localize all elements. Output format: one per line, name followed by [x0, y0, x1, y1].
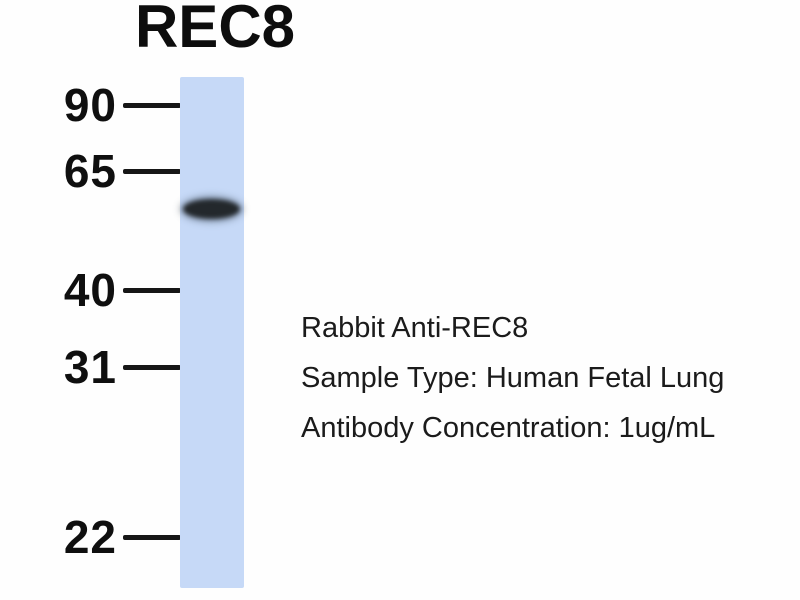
marker-label: 90	[63, 79, 117, 131]
marker-row-40: 40	[0, 265, 181, 315]
marker-tick	[123, 364, 181, 370]
protein-band	[183, 199, 240, 219]
annotation-antibody: Rabbit Anti-REC8	[301, 312, 529, 344]
marker-tick	[123, 168, 181, 174]
marker-tick	[123, 102, 181, 108]
annotation-concentration: Antibody Concentration: 1ug/mL	[301, 412, 716, 444]
marker-tick	[123, 287, 181, 293]
blot-lane	[180, 77, 244, 588]
figure-title: REC8	[134, 0, 296, 60]
annotation-sample-type: Sample Type: Human Fetal Lung	[301, 362, 725, 394]
marker-label: 31	[63, 341, 117, 393]
marker-label: 22	[63, 511, 117, 563]
marker-tick	[123, 534, 181, 540]
marker-label: 65	[63, 145, 117, 197]
annotation-block: Rabbit Anti-REC8 Sample Type: Human Feta…	[301, 312, 724, 462]
marker-row-65: 65	[0, 146, 181, 196]
marker-row-22: 22	[0, 512, 181, 562]
marker-row-90: 90	[0, 80, 181, 130]
marker-row-31: 31	[0, 342, 181, 392]
marker-label: 40	[63, 264, 117, 316]
